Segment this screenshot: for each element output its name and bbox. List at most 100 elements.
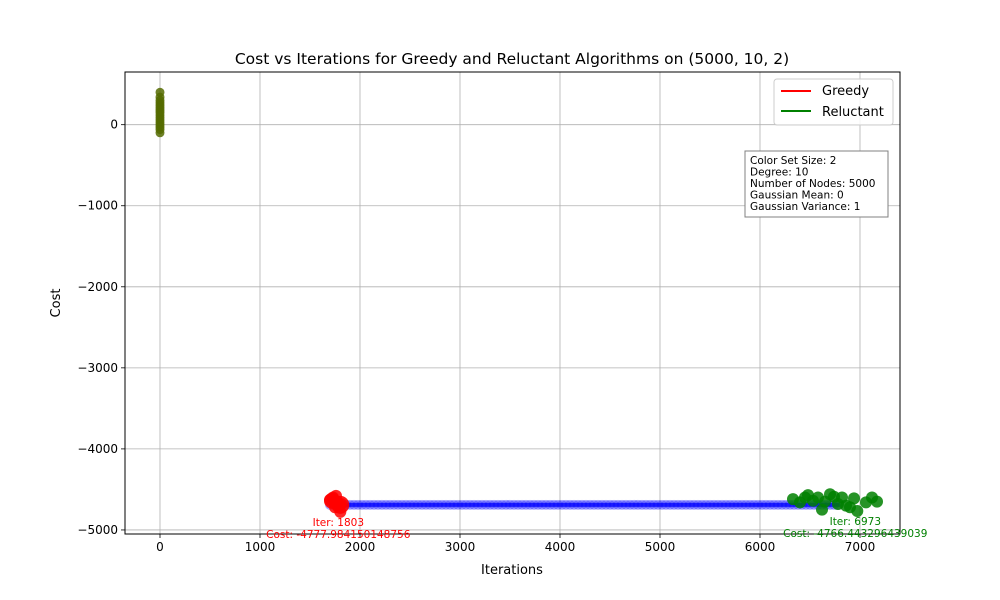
path-point xyxy=(541,499,551,510)
path-point xyxy=(481,499,491,510)
path-point xyxy=(729,499,739,510)
path-point xyxy=(665,499,675,510)
path-point xyxy=(749,499,759,510)
x-tick-label: 7000 xyxy=(845,540,876,554)
greedy-cluster-point xyxy=(324,492,340,509)
path-point xyxy=(457,499,467,510)
x-tick-label: 2000 xyxy=(345,540,376,554)
path-point xyxy=(521,499,531,510)
info-line: Color Set Size: 2 xyxy=(750,155,836,167)
path-point xyxy=(565,499,575,510)
path-point xyxy=(745,499,755,510)
path-point xyxy=(701,499,711,510)
y-tick-label: −2000 xyxy=(77,280,118,294)
scatter-point xyxy=(155,128,165,138)
path-point xyxy=(497,499,507,510)
path-point xyxy=(641,499,651,510)
path-point xyxy=(581,499,591,510)
path-point xyxy=(413,499,423,510)
path-point xyxy=(501,499,511,510)
y-axis-label: Cost xyxy=(49,289,64,318)
path-point xyxy=(713,499,723,510)
scatter-point xyxy=(871,495,883,508)
path-point xyxy=(569,499,579,510)
x-tick-label: 0 xyxy=(156,540,164,554)
path-point xyxy=(725,499,735,510)
x-tick-label: 6000 xyxy=(745,540,776,554)
path-point xyxy=(697,499,707,510)
path-point xyxy=(617,499,627,510)
path-point xyxy=(445,499,455,510)
path-point xyxy=(381,499,391,510)
x-tick-label: 4000 xyxy=(545,540,576,554)
path-point xyxy=(473,499,483,510)
path-point xyxy=(657,499,667,510)
path-point xyxy=(637,499,647,510)
path-point xyxy=(577,499,587,510)
path-point xyxy=(773,499,783,510)
path-point xyxy=(733,499,743,510)
scatter-point xyxy=(851,504,864,517)
path-point xyxy=(545,499,555,510)
path-point xyxy=(669,499,679,510)
path-point xyxy=(353,499,363,510)
path-point xyxy=(653,499,663,510)
path-point xyxy=(609,499,619,510)
path-point xyxy=(373,499,383,510)
path-point xyxy=(533,499,543,510)
info-line: Gaussian Mean: 0 xyxy=(750,190,844,202)
path-point xyxy=(561,499,571,510)
path-point xyxy=(553,499,563,510)
path-point xyxy=(585,499,595,510)
path-point xyxy=(389,499,399,510)
path-point xyxy=(613,499,623,510)
y-tick-label: −3000 xyxy=(77,361,118,375)
path-point xyxy=(509,499,519,510)
path-point xyxy=(517,499,527,510)
plot-frame xyxy=(124,71,901,535)
path-point xyxy=(557,499,567,510)
path-point xyxy=(621,499,631,510)
path-point xyxy=(717,499,727,510)
path-point xyxy=(593,499,603,510)
info-line: Degree: 10 xyxy=(750,167,808,179)
path-point xyxy=(673,499,683,510)
path-point xyxy=(605,499,615,510)
path-point xyxy=(601,499,611,510)
info-box: Color Set Size: 2 Degree: 10 Number of N… xyxy=(744,150,889,218)
path-point xyxy=(433,499,443,510)
info-line: Number of Nodes: 5000 xyxy=(750,178,875,190)
x-tick-label: 3000 xyxy=(445,540,476,554)
annotation-text: Iter: 1803 xyxy=(313,517,364,529)
path-point xyxy=(421,499,431,510)
path-point xyxy=(369,499,379,510)
x-tick-label: 1000 xyxy=(245,540,276,554)
path-point xyxy=(401,499,411,510)
path-point xyxy=(525,499,535,510)
y-axis-ticks: 0 −1000 −2000 −3000 −4000 −5000 xyxy=(77,118,125,537)
path-point xyxy=(777,499,787,510)
grid-lines xyxy=(125,72,900,534)
x-tick-label: 5000 xyxy=(645,540,676,554)
path-point xyxy=(365,499,375,510)
path-point xyxy=(453,499,463,510)
path-point xyxy=(661,499,671,510)
data-points xyxy=(155,87,883,518)
path-point xyxy=(397,499,407,510)
path-point xyxy=(677,499,687,510)
path-point xyxy=(409,499,419,510)
path-point xyxy=(429,499,439,510)
path-point xyxy=(693,499,703,510)
path-point xyxy=(437,499,447,510)
scatter-point xyxy=(848,492,860,505)
path-point xyxy=(633,499,643,510)
path-point xyxy=(349,499,359,510)
annotation-text: Cost: -4777.984150148756 xyxy=(266,529,411,541)
y-tick-label: −1000 xyxy=(77,199,118,213)
path-point xyxy=(709,499,719,510)
path-point xyxy=(529,499,539,510)
path-point xyxy=(597,499,607,510)
path-point xyxy=(737,499,747,510)
